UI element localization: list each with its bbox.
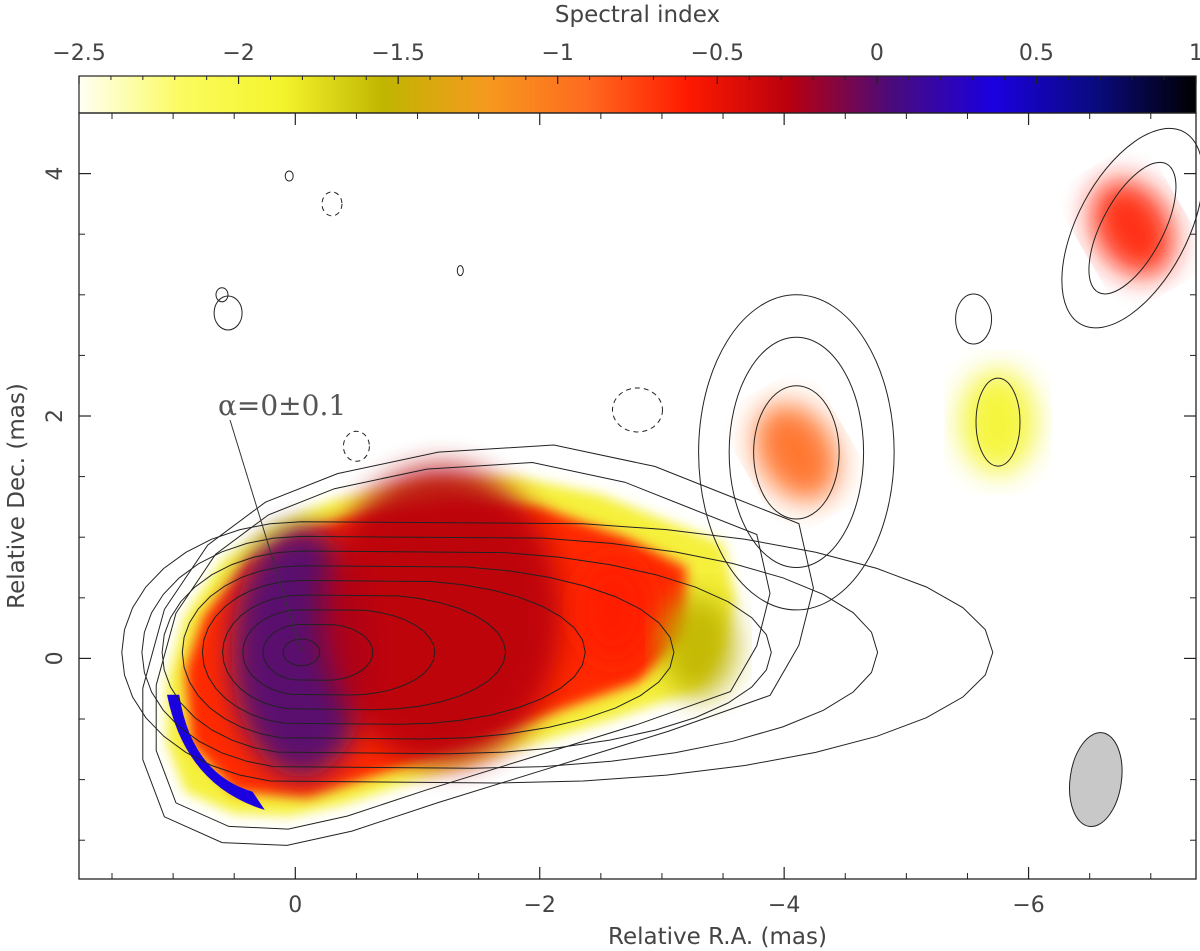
region-inner-jet	[321, 465, 562, 766]
contour-isolated	[955, 293, 993, 345]
colorbar-tick-label: −1	[541, 41, 573, 66]
colorbar-tick-label: 0	[870, 41, 884, 66]
contour-knot-north	[753, 385, 840, 520]
y-axis-label: Relative Dec. (mas)	[4, 383, 30, 609]
colorbar-tick-label: −2.5	[52, 41, 105, 66]
region-jet-mid	[575, 557, 652, 662]
colorbar-tick-label: 0.5	[1019, 41, 1054, 66]
contour-line	[161, 550, 772, 755]
region-knot-far	[1090, 179, 1175, 278]
colorbar-tick-label: −2	[222, 41, 254, 66]
contour-knot-far	[1088, 161, 1177, 295]
emission-layer	[166, 179, 1175, 816]
contour-line	[121, 521, 994, 784]
contour-outer	[155, 461, 771, 830]
beam-ellipse	[1069, 732, 1123, 828]
contour-line	[141, 535, 879, 769]
noise-contour	[284, 170, 294, 182]
contour-knot-small	[975, 377, 1021, 467]
y-tick-label: 2	[43, 409, 68, 423]
y-tick-label: 0	[43, 651, 68, 665]
colorbar-tick-label: −0.5	[691, 41, 744, 66]
colorbar-tick-label: 1	[1189, 41, 1200, 66]
contour-outer	[142, 444, 814, 846]
contour-line	[201, 579, 586, 725]
contour-line	[222, 594, 507, 711]
contour-knot-north	[698, 294, 895, 611]
plot-area: α=0±0.1	[121, 127, 1200, 846]
x-tick-label: −6	[1012, 893, 1044, 918]
negative-contour	[342, 430, 370, 462]
contour-knot-far	[1061, 127, 1200, 329]
contours	[121, 127, 1200, 846]
noise-contour	[456, 265, 464, 277]
region-knot-north	[754, 403, 839, 502]
contour-knot-north	[728, 336, 865, 569]
annotation-label: α=0±0.1	[218, 389, 346, 422]
contour-line	[242, 609, 436, 696]
colorbar: −2.5 −2 −1.5 −1 −0.5 0 0.5 1 Spectral index	[52, 2, 1200, 114]
x-axis-label: Relative R.A. (mas)	[608, 924, 827, 950]
y-tick-label: 4	[43, 167, 68, 181]
negative-contour	[612, 387, 663, 433]
x-tick-label: −2	[524, 893, 556, 918]
contour-line	[262, 623, 374, 681]
axes: 0 −2 −4 −6 0 2 4 Relative R.A. (mas) Relative De…	[4, 112, 1197, 950]
region-knot-small	[960, 370, 1037, 475]
plot-frame	[78, 112, 1197, 880]
annotation-pointer	[229, 419, 302, 653]
x-tick-label: −4	[768, 893, 800, 918]
colorbar-label: Spectral index	[555, 2, 720, 28]
colorbar-gradient	[78, 75, 1197, 114]
contour-line	[282, 638, 321, 667]
contour-line	[181, 565, 675, 740]
noise-contour	[213, 295, 243, 331]
blue-rim	[166, 694, 265, 810]
colorbar-tick-label: −1.5	[371, 41, 424, 66]
x-tick-label: 0	[288, 893, 302, 918]
negative-contour	[321, 191, 343, 217]
region-jet-edge	[660, 594, 737, 699]
noise-contour	[215, 287, 229, 303]
